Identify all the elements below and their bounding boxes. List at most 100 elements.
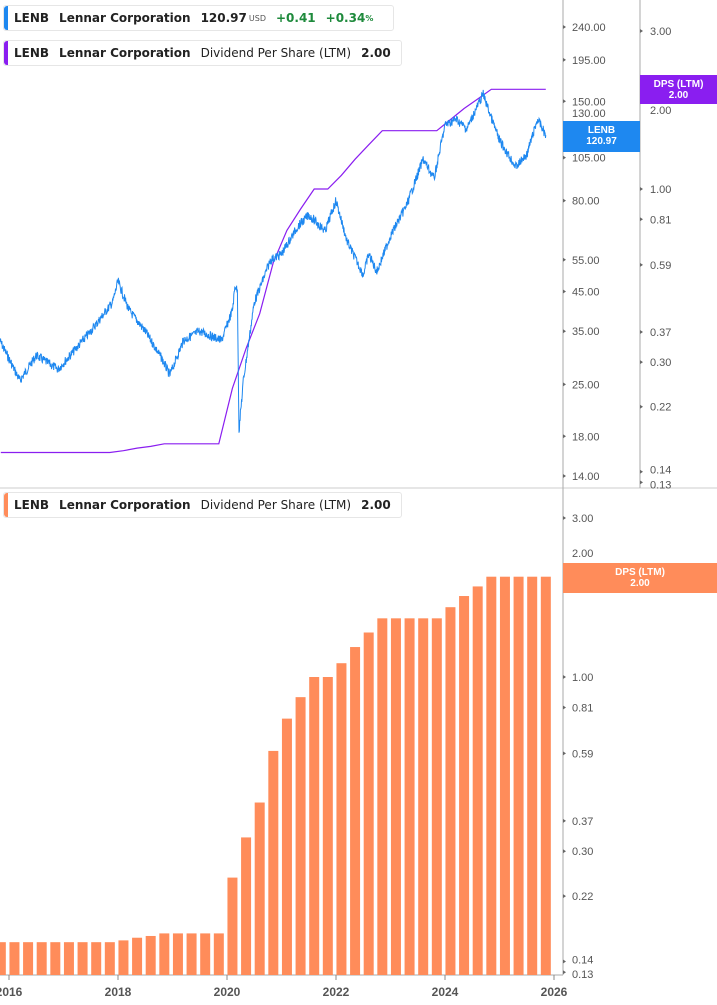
legend-value: 2.00: [361, 498, 391, 512]
price-tick-label: 240.00: [572, 22, 606, 34]
dps-bar: [377, 618, 388, 975]
dps-bar: [527, 576, 538, 975]
bottom-tick-label: 0.37: [572, 816, 593, 828]
x-tick-label: 2016: [0, 985, 23, 999]
bottom-tick-label: 0.14: [572, 954, 593, 966]
tick-mark: [563, 849, 566, 854]
dps-bar: [281, 718, 292, 975]
dps-bar: [309, 677, 320, 975]
dps-bar: [268, 750, 279, 975]
dps-tick-label: 0.22: [650, 402, 671, 414]
dps-tick-label: 0.30: [650, 357, 671, 369]
legend-color-swatch: [4, 6, 8, 30]
dps-bar: [322, 677, 333, 975]
price-tag: LENB 120.97: [563, 121, 640, 152]
x-tick-label: 2026: [541, 985, 568, 999]
price-tick-label: 25.00: [572, 379, 600, 391]
dps-bar: [77, 942, 88, 975]
bottom-tick-label: 1.00: [572, 672, 593, 684]
dps-tag-value: 2.00: [668, 90, 689, 101]
dps-bar: [172, 933, 183, 975]
tick-mark: [563, 818, 566, 823]
tick-mark: [640, 187, 643, 191]
legend-value: 2.00: [361, 46, 391, 60]
bottom-tick-label: 3.00: [572, 513, 593, 525]
legend-change-pct: +0.34: [325, 11, 366, 25]
dps-tag-top: DPS (LTM) 2.00: [640, 75, 717, 104]
dps-tick-label: 0.37: [650, 327, 671, 339]
tick-mark: [563, 751, 566, 756]
dps-bar: [295, 697, 306, 975]
dps-bar: [363, 632, 374, 975]
dps-bar: [418, 618, 429, 975]
dps-bar: [499, 576, 510, 975]
tick-mark: [563, 705, 566, 710]
dps-tag-label: DPS (LTM): [615, 567, 665, 578]
legend-dps-top[interactable]: LENB Lennar Corporation Dividend Per Sha…: [3, 40, 402, 66]
price-tick-label: 35.00: [572, 326, 600, 338]
dps-bar: [227, 877, 238, 975]
bottom-tick-label: 0.81: [572, 702, 593, 714]
price-tick-label: 150.00: [572, 96, 606, 108]
tick-mark: [563, 959, 566, 964]
dps-tick-label: 0.81: [650, 214, 671, 226]
dps-bar: [486, 576, 497, 975]
tick-mark: [563, 329, 566, 334]
tick-mark: [563, 155, 566, 160]
dps-bar: [186, 933, 197, 975]
price-tag-value: 120.97: [586, 136, 617, 147]
dps-bar: [9, 942, 20, 975]
bottom-tick-label: 0.22: [572, 891, 593, 903]
tick-mark: [563, 257, 566, 262]
dps-bar: [213, 933, 224, 975]
legend-price[interactable]: LENB Lennar Corporation 120.97 USD +0.41…: [3, 5, 395, 31]
legend-ticker: LENB: [14, 11, 50, 25]
dps-bar: [513, 576, 524, 975]
legend-dps-bottom[interactable]: LENB Lennar Corporation Dividend Per Sha…: [3, 492, 402, 518]
bottom-tick-label: 0.30: [572, 846, 593, 858]
dps-bar: [431, 618, 442, 975]
dps-bar: [336, 663, 347, 975]
legend-change: +0.41: [275, 11, 316, 25]
dps-tag-bottom: DPS (LTM) 2.00: [563, 563, 717, 593]
price-tick-label: 105.00: [572, 153, 606, 165]
tick-mark: [563, 25, 566, 30]
legend-ticker: LENB: [14, 498, 50, 512]
tick-mark: [640, 480, 643, 485]
legend-company: Lennar Corporation: [59, 46, 191, 60]
tick-mark: [640, 329, 643, 334]
tick-mark: [563, 198, 566, 203]
price-tag-label: LENB: [587, 125, 616, 136]
dps-bar: [540, 576, 551, 975]
dps-bar: [404, 618, 415, 975]
tick-mark: [563, 970, 566, 975]
x-tick-label: 2022: [323, 985, 350, 999]
tick-mark: [640, 262, 643, 267]
dps-bar: [145, 935, 156, 975]
tick-mark: [563, 289, 566, 294]
x-tick-label: 2018: [105, 985, 132, 999]
legend-metric: Dividend Per Share (LTM): [200, 46, 352, 60]
dps-bar: [459, 596, 470, 975]
price-tick-label: 130.00: [572, 108, 606, 120]
legend-company: Lennar Corporation: [59, 11, 191, 25]
dps-bar: [254, 802, 265, 975]
dps-tick-label: 3.00: [650, 26, 671, 38]
price-tick-label: 80.00: [572, 196, 600, 208]
tick-mark: [563, 57, 566, 62]
price-tick-label: 45.00: [572, 287, 600, 299]
dps-bar: [63, 942, 74, 975]
dps-bar: [23, 942, 34, 975]
legend-metric: Dividend Per Share (LTM): [200, 498, 352, 512]
dps-tick-label: 0.13: [650, 479, 671, 491]
dps-bar: [118, 940, 129, 975]
dps-bar: [104, 942, 115, 975]
dps-bar: [350, 647, 361, 975]
dps-bar: [91, 942, 102, 975]
tick-mark: [563, 99, 566, 104]
x-tick-label: 2024: [432, 985, 459, 999]
tick-mark: [563, 675, 566, 679]
dps-bar: [132, 937, 143, 975]
